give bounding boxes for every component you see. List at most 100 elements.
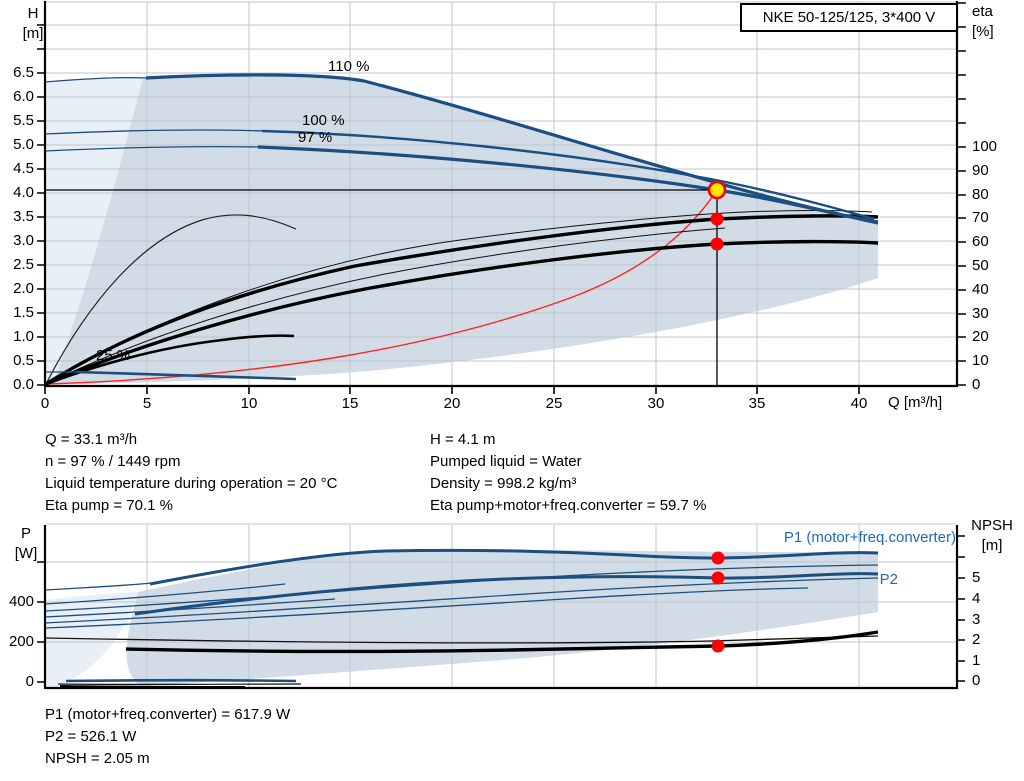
pump-title: NKE 50-125/125, 3*400 V (740, 3, 958, 32)
p-axis-unit: [W] (14, 545, 38, 562)
h-axis-tick: 5.0 (13, 136, 34, 153)
h-axis-tick: 6.0 (13, 88, 34, 105)
p-axis-tick: 200 (8, 633, 34, 650)
p1-curve-label: P1 (motor+freq.converter) (783, 529, 956, 546)
eta-axis-tick: 0 (972, 376, 981, 393)
p-axis-tick: 0 (25, 673, 34, 690)
h-axis-tick: 3.0 (13, 232, 34, 249)
head-97-curve (257, 145, 879, 225)
q-axis-tick: 30 (647, 395, 665, 412)
eta-axis-tick: 100 (972, 138, 998, 155)
head-110-curve (145, 73, 879, 224)
q-axis-tick: 10 (240, 395, 258, 412)
eta-axis-tick: 30 (972, 305, 989, 322)
p-axis-tick: 400 (8, 593, 34, 610)
h-axis-tick: 0.5 (13, 352, 34, 369)
eta-total-marker[interactable] (710, 237, 724, 251)
power-curves (44, 548, 879, 683)
power-thin-black (44, 635, 879, 644)
npsh-axis-tick: 5 (972, 569, 981, 586)
power-chart-plot (37, 523, 965, 690)
operating-data-n: n = 97 % / 1449 rpm (45, 453, 181, 470)
npsh-axis-tick: 0 (972, 672, 981, 689)
power-thin-2 (44, 583, 286, 605)
curve-label-110: 110 % (328, 58, 370, 75)
head-25-curve (75, 370, 297, 381)
head-97-thin (44, 145, 261, 152)
npsh-axis-tick: 3 (972, 611, 981, 628)
eta-total-curve (45, 239, 879, 386)
hq-chart-plot (37, 1, 966, 394)
q-axis-tick: 40 (850, 395, 868, 412)
npsh-axis-tick: 2 (972, 631, 981, 648)
q-axis-tick: 25 (545, 395, 563, 412)
head-110-thin (44, 76, 149, 83)
q-axis-tick: 35 (748, 395, 766, 412)
eta-curve-small-arc (45, 214, 297, 385)
operating-data-eta: Eta pump = 70.1 % (45, 497, 173, 514)
power-gridlines-horizontal (45, 523, 957, 643)
npsh-marker[interactable] (711, 639, 725, 653)
h-axis-tick: 0.0 (13, 376, 34, 393)
curve-label-100: 100 % (302, 112, 345, 129)
eta-axis-unit: [%] (972, 23, 994, 40)
npsh-25pct-thick (59, 685, 246, 688)
operating-data-q: Q = 33.1 m³/h (45, 431, 138, 448)
operating-data-h: H = 4.1 m (430, 431, 496, 448)
eta-curve-thin-2 (45, 227, 726, 385)
p1-curve (149, 548, 879, 586)
hq-envelope-light (45, 77, 143, 386)
eta-axis-tick: 50 (972, 257, 989, 274)
result-data-p2: P2 = 526.1 W (45, 728, 137, 745)
h-axis-tick: 4.5 (13, 160, 34, 177)
curve-label-97: 97 % (298, 129, 333, 146)
p2-curve-label: P2 (879, 571, 898, 588)
q-axis-tick: 20 (443, 395, 461, 412)
npsh-curve (125, 630, 879, 654)
hq-x-ticks (44, 386, 860, 394)
eta-pump-curve (45, 214, 879, 386)
hq-envelope (53, 74, 878, 384)
head-curves (44, 73, 879, 381)
eta-pump-marker[interactable] (710, 212, 724, 226)
h-axis-tick: 2.5 (13, 256, 34, 273)
power-p-ticks (37, 561, 45, 683)
hq-eta-ticks (957, 2, 966, 386)
duty-point-marker[interactable] (707, 180, 727, 200)
npsh-axis-tick: 1 (972, 652, 981, 669)
h-axis-tick: 5.5 (13, 112, 34, 129)
eta-axis-tick: 60 (972, 233, 989, 250)
p-axis-title: P (20, 525, 31, 542)
hq-h-ticks (37, 24, 45, 386)
curve-label-25: 25 % (96, 347, 131, 364)
npsh-axis-unit: [m] (981, 537, 1003, 554)
head-100-thin (44, 129, 265, 135)
h-axis-tick: 1.0 (13, 328, 34, 345)
eta-25pct-curve (45, 334, 295, 386)
q-axis-tick: 15 (341, 395, 359, 412)
p1-marker[interactable] (711, 551, 725, 565)
h-axis-tick: 3.5 (13, 208, 34, 225)
q-axis-unit: Q [m³/h] (888, 394, 943, 411)
eta-axis-tick: 90 (972, 162, 989, 179)
p2-curve (134, 572, 879, 616)
h-axis-tick: 1.5 (13, 304, 34, 321)
p2-marker[interactable] (711, 571, 725, 585)
eta-axis-tick: 80 (972, 186, 989, 203)
operating-data-liquid: Pumped liquid = Water (430, 453, 582, 470)
q-axis-tick: 0 (40, 395, 50, 412)
operating-data-density: Density = 998.2 kg/m³ (430, 475, 577, 492)
h-axis-unit: [m] (22, 25, 44, 42)
result-data-p1: P1 (motor+freq.converter) = 617.9 W (45, 706, 291, 723)
head-100-curve (261, 129, 875, 221)
q-axis-tick: 5 (142, 395, 152, 412)
power-thin-1 (44, 582, 153, 591)
power-thin-5 (44, 577, 879, 624)
h-axis-title: H (27, 5, 39, 22)
result-data-npsh: NPSH = 2.05 m (45, 750, 150, 767)
operating-data-eta-total: Eta pump+motor+freq.converter = 59.7 % (430, 497, 707, 514)
power-npsh-ticks (957, 535, 965, 682)
eta-axis-tick: 40 (972, 281, 989, 298)
